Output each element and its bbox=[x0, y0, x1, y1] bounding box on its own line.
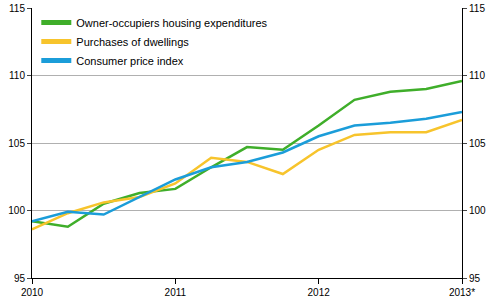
svg-text:105: 105 bbox=[8, 138, 25, 149]
svg-text:115: 115 bbox=[469, 3, 485, 14]
svg-text:2011: 2011 bbox=[165, 287, 187, 298]
svg-text:100: 100 bbox=[8, 205, 25, 216]
svg-text:95: 95 bbox=[469, 273, 481, 284]
svg-text:Owner-occupiers housing expend: Owner-occupiers housing expenditures bbox=[76, 17, 267, 29]
svg-text:105: 105 bbox=[469, 138, 486, 149]
svg-text:Consumer price index: Consumer price index bbox=[76, 55, 183, 67]
svg-text:110: 110 bbox=[9, 70, 25, 81]
svg-text:2010: 2010 bbox=[21, 287, 44, 298]
svg-text:110: 110 bbox=[469, 70, 485, 81]
svg-text:115: 115 bbox=[9, 3, 25, 14]
svg-text:95: 95 bbox=[14, 273, 26, 284]
svg-text:2012: 2012 bbox=[308, 287, 331, 298]
svg-text:100: 100 bbox=[469, 205, 486, 216]
svg-text:Purchases of dwellings: Purchases of dwellings bbox=[76, 36, 189, 48]
svg-text:2013*: 2013* bbox=[449, 287, 475, 298]
